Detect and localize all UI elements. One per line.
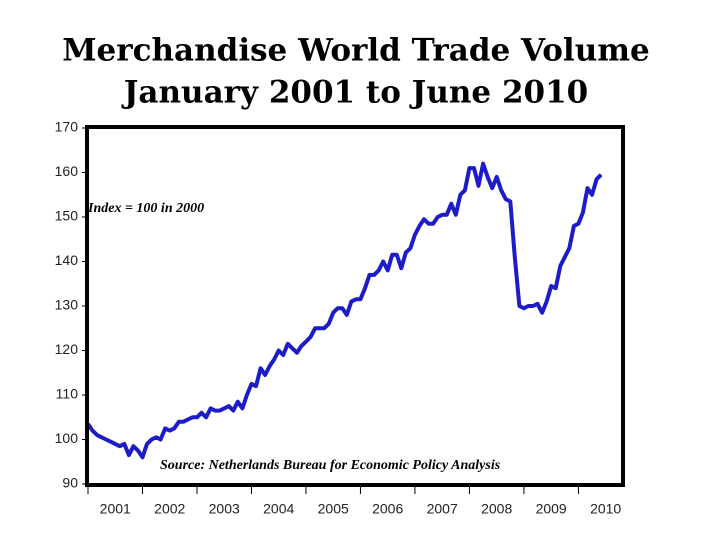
- y-tick-label: 120: [55, 341, 79, 357]
- y-tick-label: 90: [62, 475, 78, 491]
- chart-title: January 2001 to June 2010: [121, 75, 588, 111]
- source-note: Source: Netherlands Bureau for Economic …: [160, 458, 501, 473]
- y-tick-label: 160: [55, 163, 79, 179]
- x-tick-label: 2004: [263, 501, 294, 517]
- y-tick-label: 150: [55, 208, 79, 224]
- y-tick-label: 130: [55, 297, 79, 313]
- x-tick-label: 2001: [100, 501, 131, 517]
- y-tick-label: 110: [56, 386, 79, 402]
- x-tick-label: 2009: [536, 501, 567, 517]
- x-tick-label: 2005: [318, 501, 349, 517]
- x-tick-label: 2010: [590, 501, 621, 517]
- x-tick-label: 2002: [154, 501, 185, 517]
- y-tick-label: 100: [55, 430, 79, 446]
- data-line: [86, 161, 603, 460]
- y-tick-label: 170: [55, 119, 79, 135]
- chart-title: Merchandise World Trade Volume: [62, 33, 650, 69]
- x-tick-label: 2003: [209, 501, 240, 517]
- x-tick-label: 2007: [427, 501, 458, 517]
- annotation: Index = 100 in 2000: [87, 201, 204, 216]
- y-tick-label: 140: [55, 252, 79, 268]
- plot-frame: [85, 125, 625, 487]
- x-tick-label: 2006: [372, 501, 403, 517]
- x-tick-label: 2008: [481, 501, 512, 517]
